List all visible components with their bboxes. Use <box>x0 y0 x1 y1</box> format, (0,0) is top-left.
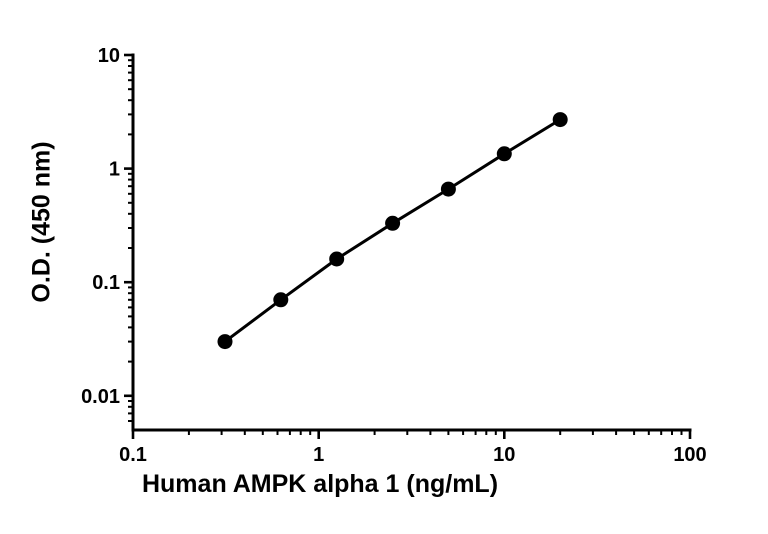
y-tick-label: 10 <box>98 45 120 67</box>
y-tick-label: 1 <box>109 159 120 181</box>
data-point <box>552 112 568 128</box>
axes-frame <box>131 53 692 432</box>
x-tick-label: 1 <box>313 444 324 466</box>
y-axis-title: O.D. (450 nm) <box>27 141 56 303</box>
data-point <box>496 146 512 162</box>
data-point <box>440 181 456 197</box>
data-point <box>217 334 233 350</box>
data-point <box>385 215 401 231</box>
y-tick-label: 0.01 <box>81 386 120 408</box>
x-tick-label: 10 <box>493 444 515 466</box>
x-axis-title: Human AMPK alpha 1 (ng/mL) <box>141 470 499 498</box>
y-tick-label: 0.1 <box>92 272 120 294</box>
data-point <box>329 251 345 267</box>
data-point <box>273 292 289 308</box>
x-tick-label: 0.1 <box>119 444 147 466</box>
x-tick-label: 100 <box>673 444 706 466</box>
